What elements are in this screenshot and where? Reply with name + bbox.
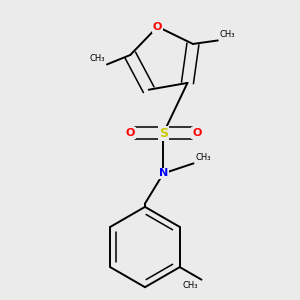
Text: CH₃: CH₃ (195, 153, 211, 162)
Text: O: O (153, 22, 162, 32)
Text: S: S (159, 127, 168, 140)
Text: O: O (192, 128, 202, 138)
Text: O: O (125, 128, 135, 138)
Text: CH₃: CH₃ (183, 281, 198, 290)
Text: CH₃: CH₃ (220, 30, 235, 39)
Text: CH₃: CH₃ (90, 54, 105, 63)
Text: N: N (159, 168, 168, 178)
